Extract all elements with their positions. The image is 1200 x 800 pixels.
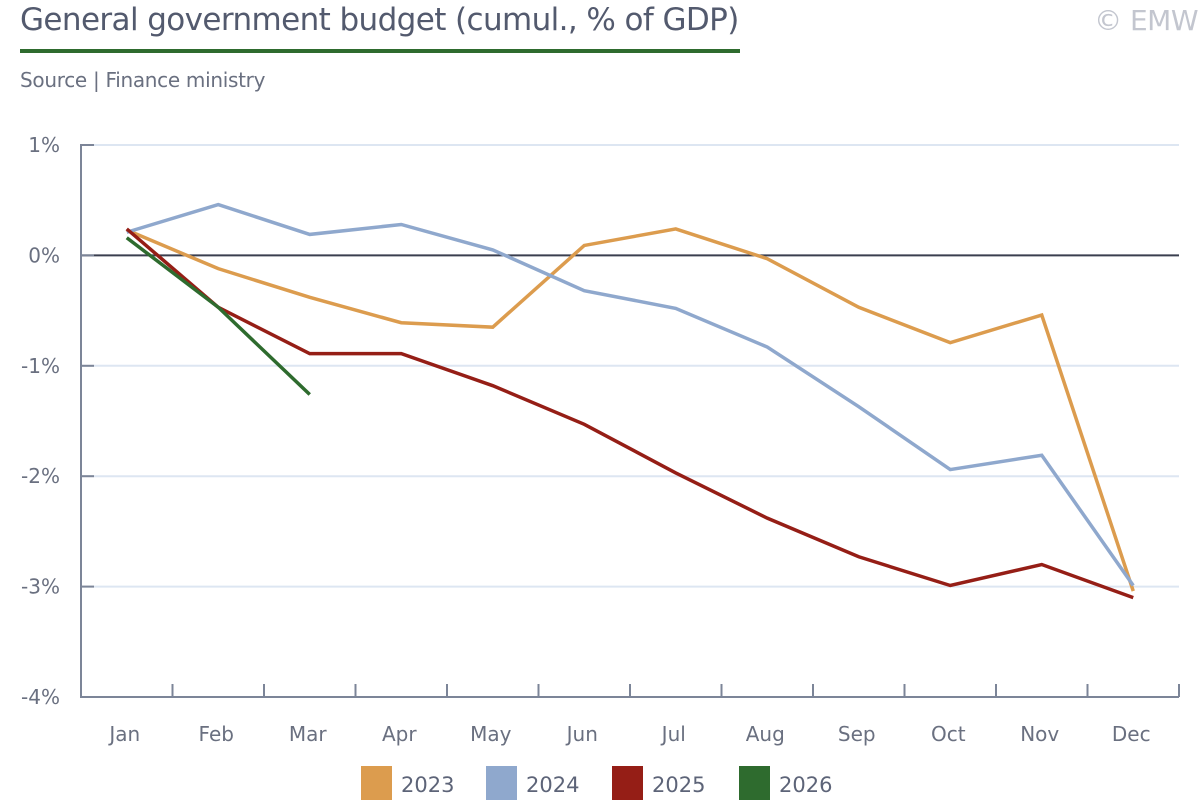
legend-swatch xyxy=(612,766,643,800)
x-tick-label: Oct xyxy=(931,722,966,746)
legend-item-2025[interactable]: 2025 xyxy=(612,766,705,800)
x-tick-label: Jun xyxy=(565,722,598,746)
legend-swatch xyxy=(361,766,392,800)
legend-item-2024[interactable]: 2024 xyxy=(486,766,579,800)
legend-swatch xyxy=(486,766,517,800)
x-tick-label: Mar xyxy=(289,722,328,746)
series-line-2023 xyxy=(126,227,1135,592)
x-tick-label: Jan xyxy=(107,722,140,746)
series-lines xyxy=(125,202,1135,600)
legend-item-2023[interactable]: 2023 xyxy=(361,766,454,800)
axes xyxy=(80,144,1179,698)
gridlines xyxy=(81,144,1179,588)
y-axis-ticks: 1% 0% -1% -2% -3% -4% xyxy=(21,133,94,709)
y-tick-label: 0% xyxy=(28,243,60,267)
legend-label: 2024 xyxy=(526,773,579,797)
legend-swatch xyxy=(739,766,770,800)
x-tick-label: May xyxy=(470,722,512,746)
series-line-2026 xyxy=(125,236,311,396)
legend-item-2026[interactable]: 2026 xyxy=(739,766,832,800)
x-tick-label: Aug xyxy=(746,722,785,746)
legend-label: 2023 xyxy=(401,773,454,797)
legend-label: 2025 xyxy=(652,773,705,797)
x-tick-label: Jul xyxy=(660,722,686,746)
x-tick-label: Apr xyxy=(382,722,417,746)
chart-title: General government budget (cumul., % of … xyxy=(20,2,739,38)
series-line-2024 xyxy=(126,202,1135,587)
copyright-label: © EMW xyxy=(1094,4,1198,37)
x-tick-label: Sep xyxy=(838,722,876,746)
title-underline xyxy=(20,49,740,53)
x-tick-label: Dec xyxy=(1112,722,1151,746)
source-label: Source | Finance ministry xyxy=(20,68,266,92)
y-tick-label: -2% xyxy=(21,464,60,488)
x-tick-label: Nov xyxy=(1020,722,1059,746)
y-tick-label: -1% xyxy=(21,354,60,378)
y-tick-label: 1% xyxy=(28,133,60,157)
series-line-2025 xyxy=(125,227,1134,600)
y-tick-label: -4% xyxy=(21,685,60,709)
x-tick-label: Feb xyxy=(199,722,234,746)
y-tick-label: -3% xyxy=(21,575,60,599)
x-axis-ticks: Jan Feb Mar Apr May Jun Jul Aug Sep Oct Nov Dec xyxy=(107,684,1180,746)
legend: 2023 2024 2025 2026 xyxy=(361,766,832,800)
legend-label: 2026 xyxy=(779,773,832,797)
